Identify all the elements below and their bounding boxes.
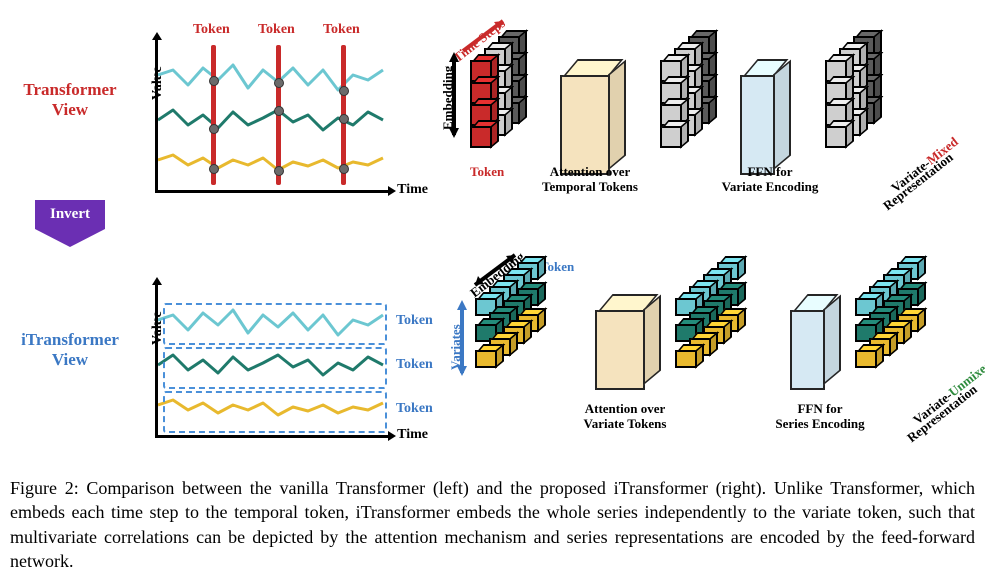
variate-token-box xyxy=(163,391,387,433)
intersection-dot xyxy=(274,78,284,88)
intersection-dot xyxy=(339,86,349,96)
hcube xyxy=(855,350,877,368)
x-axis-label: Time xyxy=(397,427,428,443)
y-axis-arrow-icon xyxy=(152,277,162,285)
intersection-dot xyxy=(274,106,284,116)
ffn-block-top xyxy=(740,75,775,175)
cube xyxy=(825,126,847,148)
transformer-chart: Value Time TokenTokenToken xyxy=(155,40,388,193)
variates-arrow-icon xyxy=(454,298,470,378)
invert-badge: Invert xyxy=(35,200,105,247)
diagram-area: TransformerView iTransformerView Invert … xyxy=(10,10,975,470)
cube xyxy=(660,126,682,148)
invert-arrow-icon xyxy=(35,229,105,247)
token-label-side: Token xyxy=(396,357,433,373)
itransformer-chart: Value Time TokenTokenToken xyxy=(155,285,388,438)
hcube xyxy=(675,350,697,368)
itransformer-view-label: iTransformerView xyxy=(15,330,125,371)
x-axis-arrow-icon xyxy=(388,431,396,441)
invert-label: Invert xyxy=(35,200,105,229)
intersection-dot xyxy=(274,166,284,176)
token-label-top: Token xyxy=(193,22,230,38)
variate-token-box xyxy=(163,347,387,389)
x-axis-arrow-icon xyxy=(388,186,396,196)
intersection-dot xyxy=(209,76,219,86)
hcube xyxy=(475,350,497,368)
intersection-dot xyxy=(339,164,349,174)
y-axis-arrow-icon xyxy=(152,32,162,40)
token-label-top: Token xyxy=(323,22,360,38)
intersection-dot xyxy=(339,114,349,124)
ffn-block-bottom xyxy=(790,310,825,390)
caption-prefix: Figure 2: xyxy=(10,478,86,498)
intersection-dot xyxy=(209,124,219,134)
figure-caption: Figure 2: Comparison between the vanilla… xyxy=(10,476,975,573)
variate-token-box xyxy=(163,303,387,345)
embedding-arrow-icon xyxy=(446,50,462,138)
intersection-dot xyxy=(209,164,219,174)
caption-body: Comparison between the vanilla Transform… xyxy=(10,478,975,571)
ffn-variate-label: FFN forVariate Encoding xyxy=(710,165,830,195)
attention-block-bottom xyxy=(595,310,645,390)
transformer-view-label: TransformerView xyxy=(15,80,125,121)
attention-variate-label: Attention overVariate Tokens xyxy=(565,402,685,432)
token-label-side: Token xyxy=(396,401,433,417)
token-label-top: Token xyxy=(258,22,295,38)
token-label: Token xyxy=(470,165,504,180)
figure-container: TransformerView iTransformerView Invert … xyxy=(10,10,975,573)
cube xyxy=(470,126,492,148)
attention-block-top xyxy=(560,75,610,175)
x-axis-label: Time xyxy=(397,182,428,198)
attention-temporal-label: Attention overTemporal Tokens xyxy=(525,165,655,195)
ffn-series-label: FFN forSeries Encoding xyxy=(760,402,880,432)
token-label-side: Token xyxy=(396,313,433,329)
